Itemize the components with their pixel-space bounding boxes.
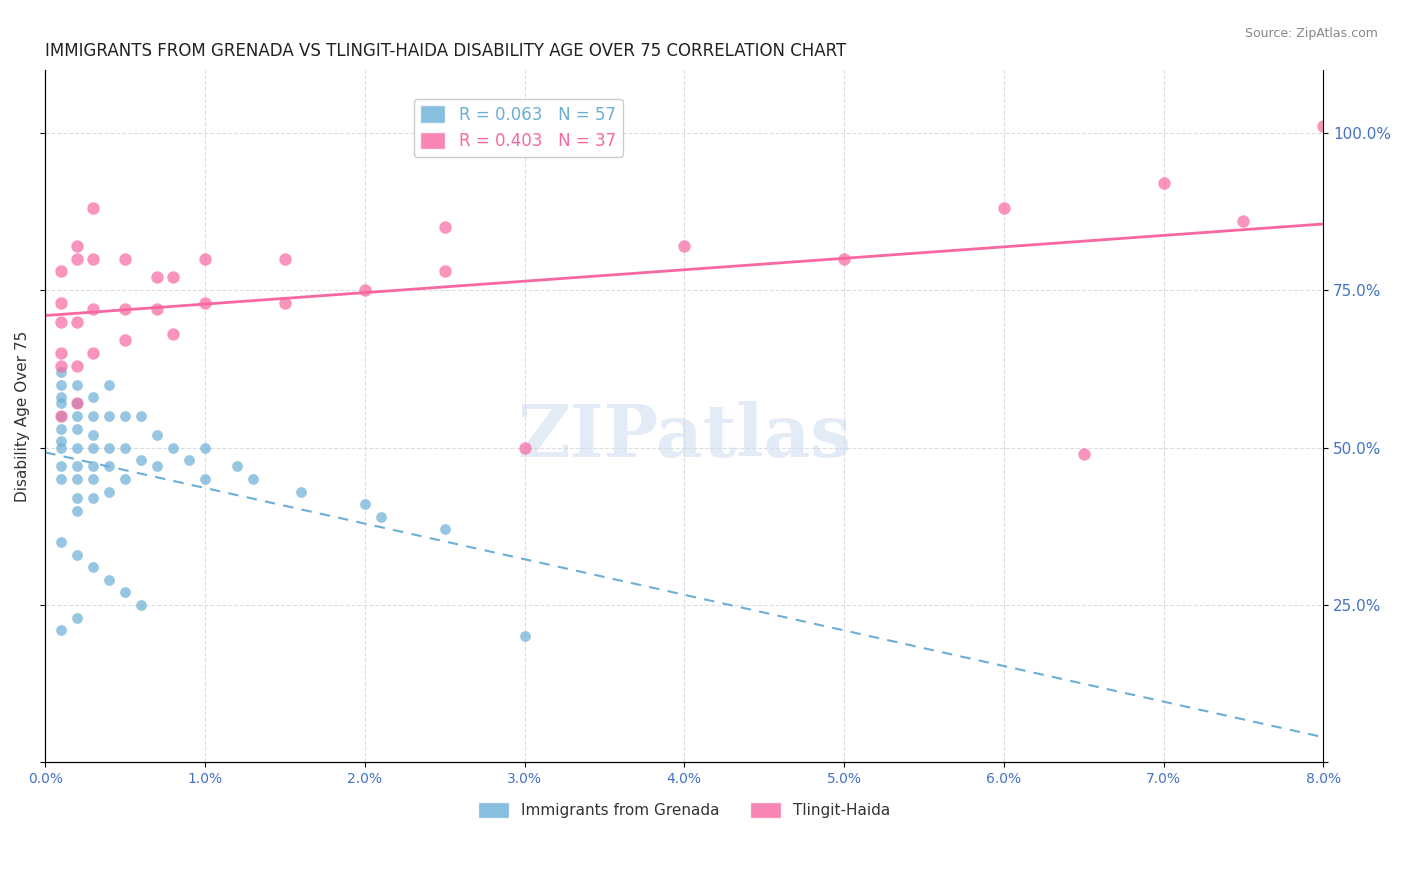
Point <box>129 598 152 612</box>
Point <box>51 295 73 310</box>
Point <box>993 201 1015 215</box>
Point <box>832 252 855 266</box>
Point <box>146 459 169 474</box>
Point <box>194 472 217 486</box>
Text: ZIPatlas: ZIPatlas <box>517 401 852 473</box>
Point <box>513 630 536 644</box>
Point <box>51 396 73 410</box>
Point <box>82 472 104 486</box>
Point <box>433 264 456 278</box>
Point <box>51 315 73 329</box>
Point <box>114 441 136 455</box>
Point <box>66 422 89 436</box>
Point <box>98 573 121 587</box>
Point <box>98 441 121 455</box>
Point <box>66 239 89 253</box>
Point <box>51 535 73 549</box>
Point <box>51 365 73 379</box>
Point <box>66 377 89 392</box>
Point <box>66 409 89 423</box>
Point <box>433 523 456 537</box>
Point <box>82 301 104 316</box>
Point <box>114 334 136 348</box>
Point <box>146 301 169 316</box>
Point <box>370 509 392 524</box>
Point <box>114 301 136 316</box>
Point <box>353 283 375 297</box>
Point <box>51 422 73 436</box>
Point <box>146 270 169 285</box>
Point <box>51 346 73 360</box>
Point <box>82 459 104 474</box>
Point <box>146 428 169 442</box>
Point <box>82 390 104 404</box>
Point <box>290 484 312 499</box>
Point <box>51 459 73 474</box>
Point <box>51 472 73 486</box>
Point <box>51 409 73 423</box>
Point <box>82 346 104 360</box>
Legend: Immigrants from Grenada, Tlingit-Haida: Immigrants from Grenada, Tlingit-Haida <box>472 796 896 824</box>
Point <box>51 623 73 637</box>
Point <box>114 472 136 486</box>
Point <box>66 315 89 329</box>
Point <box>51 390 73 404</box>
Point <box>66 491 89 505</box>
Point <box>98 377 121 392</box>
Point <box>82 491 104 505</box>
Point <box>51 377 73 392</box>
Point <box>51 359 73 373</box>
Point <box>51 264 73 278</box>
Point <box>82 201 104 215</box>
Point <box>66 459 89 474</box>
Point <box>114 585 136 599</box>
Point <box>82 441 104 455</box>
Y-axis label: Disability Age Over 75: Disability Age Over 75 <box>15 330 30 501</box>
Point <box>82 409 104 423</box>
Point <box>66 503 89 517</box>
Point <box>194 441 217 455</box>
Point <box>1073 447 1095 461</box>
Point <box>274 295 297 310</box>
Point <box>194 252 217 266</box>
Point <box>513 441 536 455</box>
Point <box>162 270 184 285</box>
Point <box>66 252 89 266</box>
Point <box>82 560 104 574</box>
Point <box>66 396 89 410</box>
Point <box>194 295 217 310</box>
Point <box>1232 214 1254 228</box>
Point <box>433 220 456 235</box>
Point <box>98 409 121 423</box>
Point <box>129 453 152 467</box>
Point <box>98 459 121 474</box>
Point <box>66 359 89 373</box>
Point <box>98 484 121 499</box>
Point <box>1312 120 1334 134</box>
Point <box>51 441 73 455</box>
Point <box>162 441 184 455</box>
Point <box>66 472 89 486</box>
Point <box>274 252 297 266</box>
Point <box>51 434 73 449</box>
Point <box>82 428 104 442</box>
Point <box>1153 176 1175 190</box>
Point <box>114 252 136 266</box>
Point <box>51 409 73 423</box>
Point <box>162 327 184 342</box>
Point <box>177 453 200 467</box>
Point <box>66 441 89 455</box>
Point <box>66 396 89 410</box>
Point <box>82 252 104 266</box>
Point <box>129 409 152 423</box>
Point <box>114 409 136 423</box>
Text: Source: ZipAtlas.com: Source: ZipAtlas.com <box>1244 27 1378 40</box>
Text: IMMIGRANTS FROM GRENADA VS TLINGIT-HAIDA DISABILITY AGE OVER 75 CORRELATION CHAR: IMMIGRANTS FROM GRENADA VS TLINGIT-HAIDA… <box>45 42 846 60</box>
Point <box>353 497 375 511</box>
Point <box>226 459 249 474</box>
Point <box>66 548 89 562</box>
Point <box>242 472 264 486</box>
Point <box>66 610 89 624</box>
Point <box>673 239 696 253</box>
